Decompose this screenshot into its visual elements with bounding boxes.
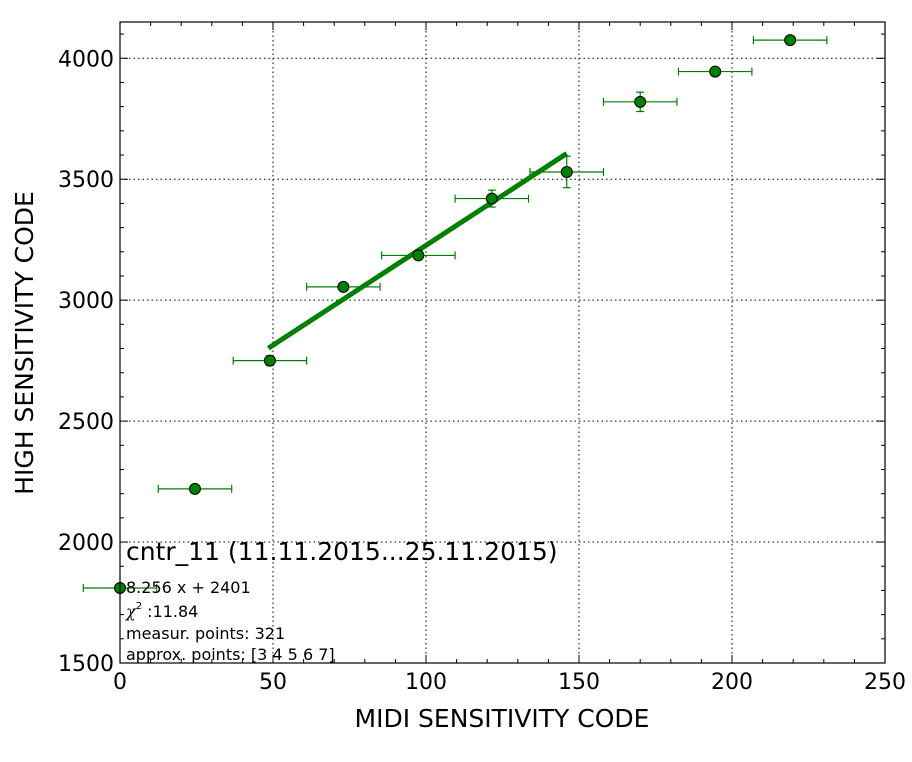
x-tick-label: 250	[864, 670, 906, 695]
x-tick-label: 0	[113, 670, 127, 695]
x-tick-label: 100	[405, 670, 447, 695]
data-point	[381, 249, 456, 262]
y-axis-label: HIGH SENSITIVITY CODE	[10, 191, 39, 495]
annotation-block: cntr_11 (11.11.2015...25.11.2015) 8.256 …	[125, 537, 558, 664]
point-marker	[709, 65, 722, 78]
data-point	[752, 34, 828, 47]
x-axis-label: MIDI SENSITIVITY CODE	[355, 704, 650, 733]
data-point	[157, 482, 233, 495]
data-point	[677, 65, 753, 78]
point-marker	[485, 192, 498, 205]
annotation-approx-points: approx. points: [3 4 5 6 7]	[126, 645, 335, 664]
y-tick-label: 2000	[58, 531, 114, 556]
data-point	[232, 354, 308, 367]
point-marker	[188, 482, 201, 495]
tick-labels: 0 50 100 150 200 250 1500 2000 2500 3000 3500 4000	[58, 47, 906, 695]
data-points	[82, 34, 828, 595]
y-tick-label: 1500	[58, 652, 114, 677]
data-point	[454, 189, 530, 208]
point-marker	[412, 249, 425, 262]
chi-value: :11.84	[142, 602, 198, 621]
y-tick-label: 2500	[58, 410, 114, 435]
y-tick-label: 4000	[58, 47, 114, 72]
annotation-title: cntr_11 (11.11.2015...25.11.2015)	[126, 537, 558, 566]
point-marker	[784, 34, 797, 47]
point-marker	[263, 354, 276, 367]
y-tick-label: 3000	[58, 289, 114, 314]
point-marker	[560, 165, 573, 178]
grid	[120, 22, 885, 663]
minor-ticks	[119, 22, 886, 664]
y-tick-label: 3500	[58, 168, 114, 193]
data-point	[306, 280, 381, 293]
data-point	[602, 91, 678, 113]
data-point	[529, 155, 605, 189]
point-marker	[337, 280, 350, 293]
annotation-chi-square: χ2 :11.84	[125, 601, 198, 621]
point-marker	[634, 95, 647, 108]
x-tick-label: 200	[711, 670, 753, 695]
chi-superscript: 2	[136, 601, 142, 612]
annotation-equation: 8.256 x + 2401	[126, 578, 251, 597]
x-tick-label: 50	[259, 670, 287, 695]
annotation-measur-points: measur. points: 321	[126, 624, 285, 643]
chi-symbol: χ	[125, 602, 137, 621]
plot-frame	[119, 21, 886, 664]
x-tick-label: 150	[558, 670, 600, 695]
